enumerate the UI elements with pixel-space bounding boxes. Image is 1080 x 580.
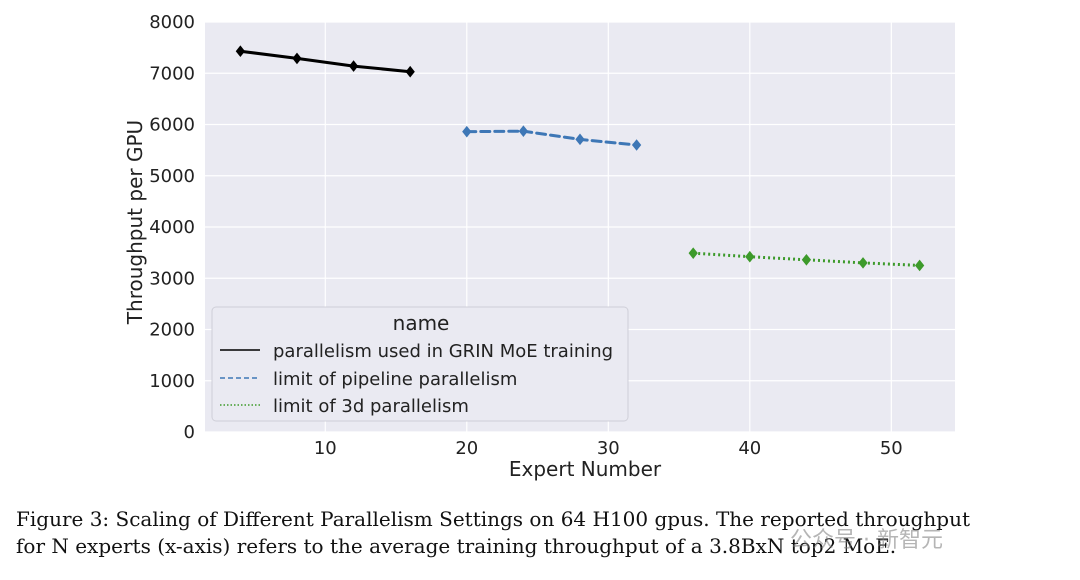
data-point-marker [348, 60, 359, 72]
y-tick-label: 0 [184, 422, 195, 443]
legend-box [211, 306, 629, 422]
data-point-marker [462, 125, 472, 138]
legend-title: name [393, 311, 450, 335]
legend-label-pipeline: limit of pipeline parallelism [273, 369, 517, 390]
data-point-marker [518, 125, 529, 137]
series-lines [235, 45, 925, 272]
x-tick-label: 30 [597, 438, 620, 459]
throughput-chart: 0 1000 2000 3000 4000 5000 6000 7000 8000 10 20 30… [123, 12, 955, 481]
x-axis-ticks: 10 20 30 40 50 [314, 438, 903, 459]
legend-label-grin: parallelism used in GRIN MoE training [273, 341, 613, 362]
data-point-marker [575, 133, 585, 146]
data-point-marker [801, 253, 812, 266]
y-tick-label: 6000 [149, 115, 195, 136]
x-tick-label: 10 [314, 438, 337, 459]
y-tick-label: 7000 [149, 63, 195, 84]
x-axis-label: Expert Number [509, 457, 662, 481]
y-tick-label: 3000 [149, 268, 195, 289]
caption-line-1: Figure 3: Scaling of Different Paralleli… [16, 507, 971, 531]
caption-line-2: for N experts (x-axis) refers to the ave… [16, 534, 897, 558]
data-point-marker [858, 257, 868, 269]
y-axis-ticks: 0 1000 2000 3000 4000 5000 6000 7000 8000 [149, 12, 195, 443]
data-point-marker [688, 247, 698, 259]
watermark: 公众号 · 新智元 [790, 528, 943, 553]
y-tick-label: 5000 [149, 166, 195, 187]
data-point-marker [631, 139, 642, 151]
y-tick-label: 8000 [149, 12, 195, 33]
x-tick-label: 50 [880, 438, 903, 459]
figure-caption: Figure 3: Scaling of Different Paralleli… [16, 506, 1076, 560]
legend: name parallelism used in GRIN MoE traini… [211, 306, 629, 422]
series-line-solid [238, 49, 412, 74]
data-point-marker [235, 45, 246, 58]
x-tick-label: 40 [738, 438, 761, 459]
y-tick-label: 2000 [149, 320, 195, 341]
data-point-marker [745, 250, 755, 263]
data-point-marker [914, 259, 925, 272]
y-tick-label: 1000 [149, 371, 195, 392]
data-point-marker [405, 65, 415, 78]
y-tick-label: 4000 [149, 217, 195, 238]
data-point-marker [292, 52, 302, 65]
legend-label-3d: limit of 3d parallelism [273, 396, 469, 417]
x-tick-label: 20 [455, 438, 478, 459]
y-axis-label: Throughput per GPU [123, 120, 147, 325]
series-line-dashed [465, 129, 639, 147]
